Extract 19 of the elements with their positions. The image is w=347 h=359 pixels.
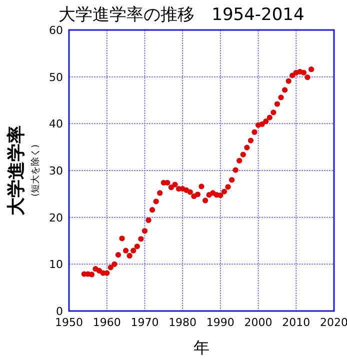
y-tick-label: 30 [49,164,63,178]
y-tick-label: 0 [56,305,63,318]
y-tick-label: 50 [49,70,63,84]
x-tick-label: 1980 [168,316,197,329]
x-tick-label: 2000 [244,316,272,329]
y-tick-label: 20 [49,211,63,224]
y-tick-label: 10 [49,258,63,272]
y-tick-label: 60 [49,24,63,37]
y-tick-label: 40 [49,118,63,131]
x-tick-label: 2010 [282,316,310,329]
x-tick-label: 1990 [206,316,234,329]
y-axis-title: 大学進学率 [6,126,27,216]
x-axis-title: 年 [194,338,210,357]
x-tick-label: 1950 [55,316,83,329]
x-tick-label: 1970 [130,316,159,329]
chart-title: 大学進学率の推移 1954-2014 [58,5,304,25]
text: (短大を除く) [30,144,41,197]
x-tick-label: 1960 [92,316,121,329]
x-tick-label: 2020 [320,316,347,329]
